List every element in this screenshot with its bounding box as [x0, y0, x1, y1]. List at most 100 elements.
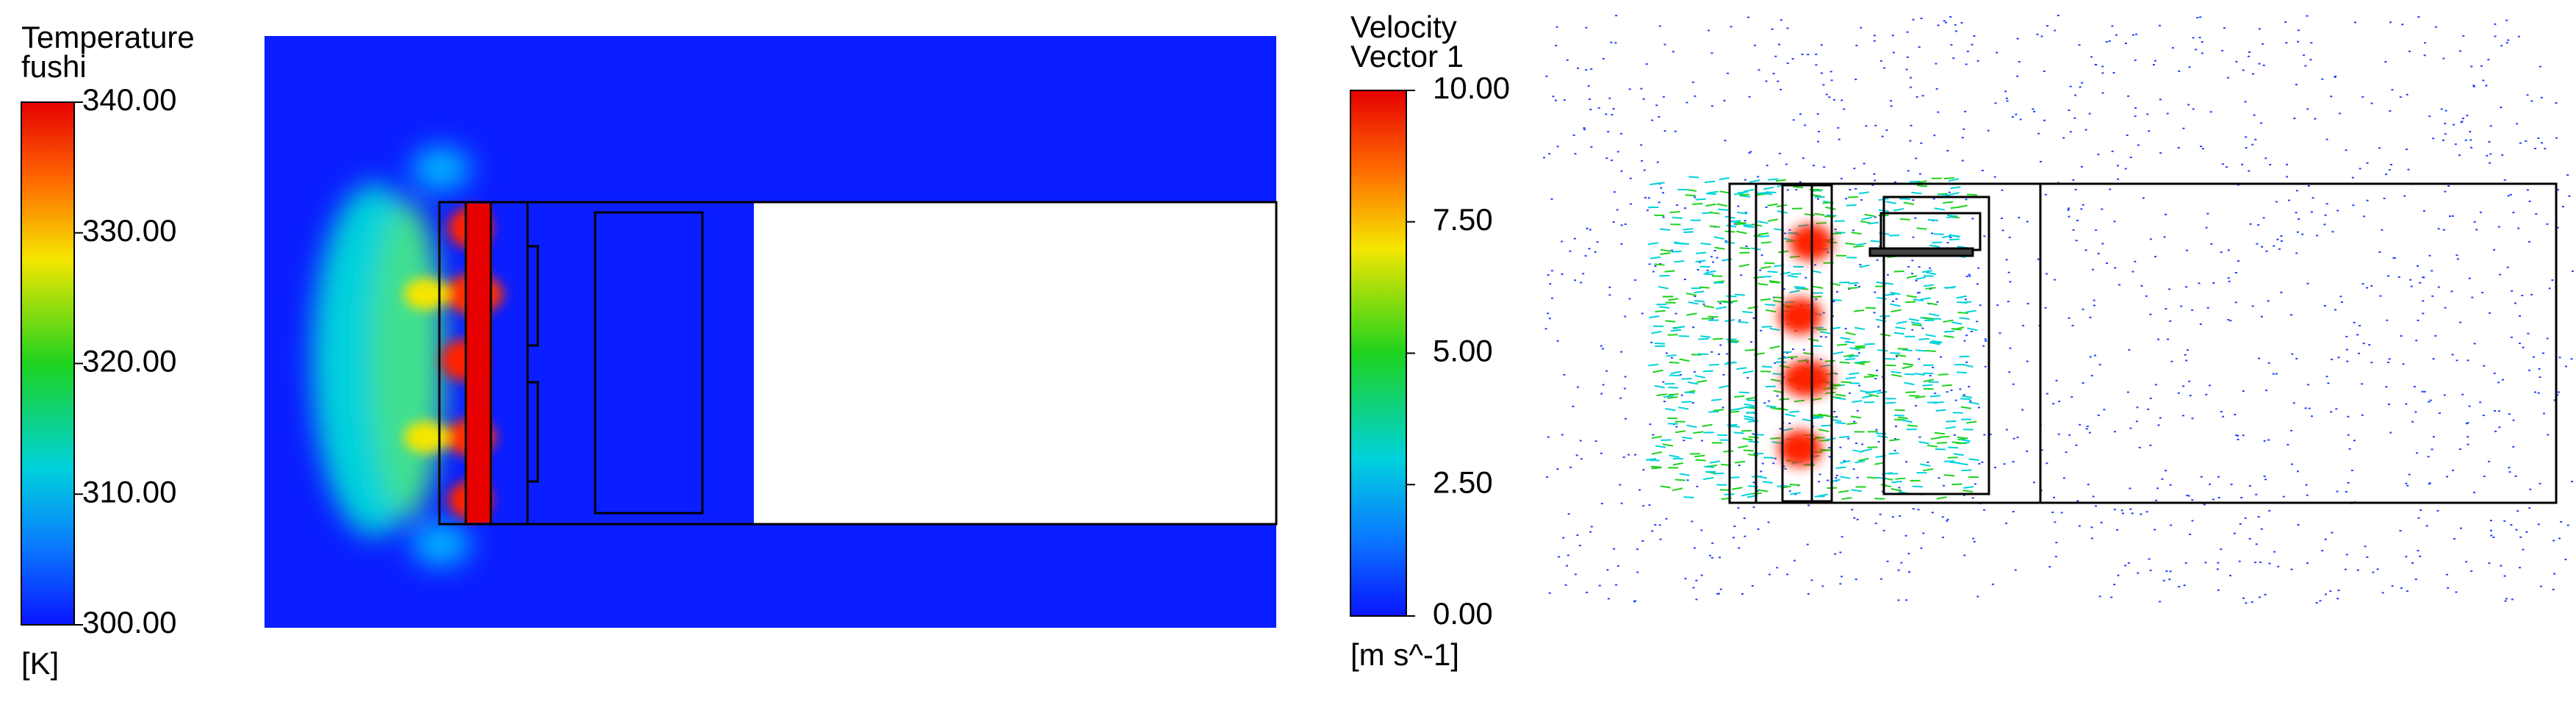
vector-dot [2446, 476, 2448, 477]
vector-dot [1823, 312, 1825, 313]
vector-dot [2253, 115, 2256, 116]
vector-dot [2483, 476, 2486, 477]
vector-dot [1907, 32, 1909, 33]
vector-dot [1640, 144, 1642, 146]
vector-dot [2127, 96, 2129, 97]
vector-arrow [1702, 424, 1713, 426]
tick-label: 5.00 [1433, 334, 1493, 368]
vector-arrow [1907, 276, 1917, 278]
color-bar [1350, 90, 1406, 616]
vector-arrow [1877, 350, 1888, 351]
vector-arrow [1840, 476, 1850, 478]
vector-dot [2307, 283, 2309, 284]
vector-dot [2052, 403, 2054, 404]
vector-dot [1761, 254, 1763, 256]
vector-dot [2540, 586, 2542, 587]
vector-dot [1694, 96, 1696, 97]
vector-dot [1599, 585, 1601, 587]
vector-dot [1974, 541, 1976, 542]
vector-dot [1641, 540, 1644, 542]
vector-dot [1978, 463, 1980, 465]
vector-dot [2512, 212, 2514, 213]
vector-dot [1719, 556, 1721, 558]
vector-dot [2209, 484, 2211, 485]
vector-arrow [1860, 221, 1871, 223]
vector-dot [2161, 479, 2163, 480]
vector-arrow [1716, 307, 1727, 309]
vector-arrow [1864, 376, 1874, 377]
vector-dot [2316, 234, 2318, 236]
vector-dot [1789, 490, 1791, 492]
vector-dot [1589, 248, 1591, 249]
vector-dot [1932, 512, 1934, 513]
vector-dot [1659, 524, 1661, 526]
vector-dot [2254, 562, 2256, 563]
vector-dot [2359, 325, 2361, 326]
vector-dot [2487, 59, 2489, 60]
vector-dot [1640, 88, 1642, 90]
vector-dot [1769, 574, 1771, 576]
vector-dot [1625, 418, 1627, 420]
vector-dot [2483, 415, 2485, 416]
vector-dot [2228, 249, 2230, 251]
vector-arrow [1675, 431, 1685, 432]
vector-dot [1589, 229, 1591, 230]
vector-dot [1671, 357, 1673, 359]
vector-dot [2547, 434, 2549, 435]
vector-dot [2528, 241, 2530, 243]
vector-arrow [1852, 450, 1863, 452]
vector-arrow [1865, 344, 1875, 345]
vector-arrow [1701, 243, 1711, 245]
vector-dot [1847, 438, 1849, 440]
vector-dot [1628, 298, 1630, 299]
vector-dot [2264, 440, 2266, 442]
vector-arrow [1819, 429, 1830, 431]
vector-dot [2389, 110, 2391, 112]
vector-dot [1629, 88, 1631, 90]
vector-arrow [1902, 420, 1913, 423]
vector-arrow [1877, 392, 1887, 393]
vector-dot [1651, 120, 1653, 121]
vector-dot [2137, 144, 2140, 146]
vector-dot [2116, 529, 2118, 531]
vector-dot [2006, 98, 2008, 99]
vector-dot [1662, 192, 1664, 193]
vector-dot [2321, 79, 2323, 80]
vector-dot [2519, 143, 2522, 144]
vector-dot [1949, 16, 1951, 18]
vector-dot [1877, 326, 1879, 328]
vector-dot [2143, 197, 2145, 198]
vector-arrow [1757, 476, 1767, 479]
vector-dot [1932, 367, 1934, 368]
vector-dot [2126, 135, 2129, 136]
vector-dot [2498, 426, 2500, 428]
vector-dot [1912, 199, 1914, 201]
vector-dot [2159, 25, 2161, 26]
vector-dot [2301, 234, 2303, 235]
vector-dot [1921, 328, 1924, 329]
vector-dot [2295, 358, 2298, 359]
vector-dot [1779, 153, 1781, 154]
tick-label: 320.00 [82, 344, 176, 379]
vector-arrow [1703, 370, 1713, 371]
vector-dot [2461, 121, 2463, 122]
vector-dot [2338, 590, 2340, 591]
vector-dot [2534, 392, 2536, 393]
vector-dot [2058, 401, 2060, 402]
vector-dot [2389, 432, 2392, 434]
vector-dot [1750, 341, 1752, 343]
vector-dot [2359, 168, 2361, 169]
vector-arrow [1703, 274, 1713, 275]
vector-dot [2054, 29, 2056, 31]
vector-dot [1753, 506, 1755, 508]
vector-arrow [1885, 294, 1896, 295]
vector-dot [2053, 497, 2055, 498]
vector-dot [1710, 52, 1713, 54]
vector-dot [2117, 179, 2119, 180]
vector-dot [2263, 65, 2265, 66]
vector-dot [1874, 40, 1876, 42]
vector-dot [2433, 436, 2435, 437]
vector-arrow [1900, 219, 1910, 220]
vector-dot [2378, 251, 2381, 253]
vector-dot [2240, 497, 2242, 498]
